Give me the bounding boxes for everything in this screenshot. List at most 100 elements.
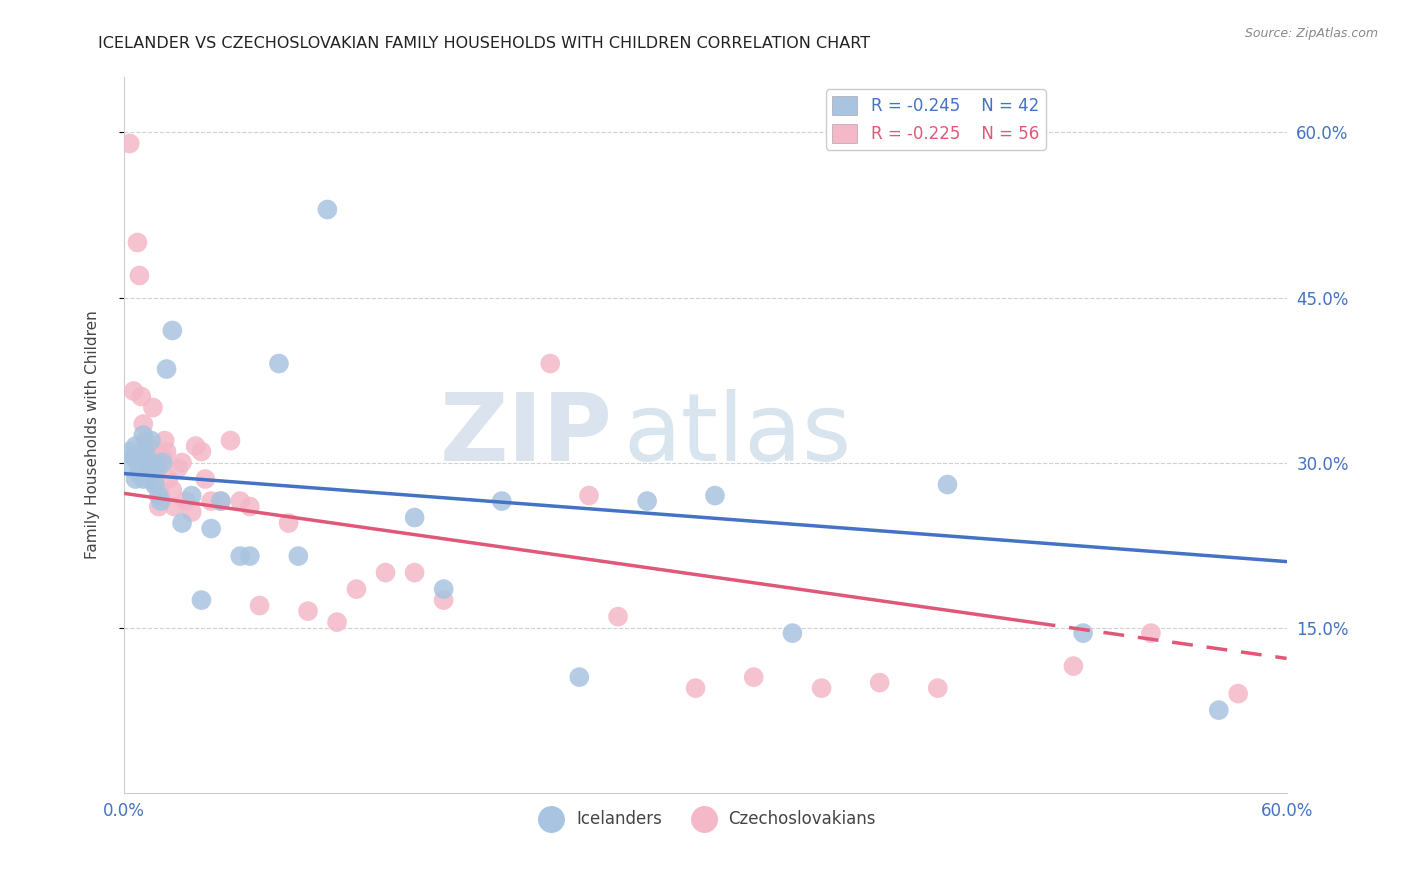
Point [139, 450, 162, 464]
Point [132, 417, 155, 431]
Point [143, 477, 166, 491]
Point [131, 390, 153, 404]
Point [155, 362, 177, 376]
Point [190, 444, 212, 458]
Point [162, 483, 184, 497]
Point [209, 494, 232, 508]
Point [190, 593, 212, 607]
Point [703, 489, 725, 503]
Point [118, 136, 141, 151]
Point [146, 461, 169, 475]
Point [433, 582, 456, 596]
Point [404, 566, 426, 580]
Point [1140, 626, 1163, 640]
Point [146, 450, 169, 464]
Point [124, 472, 146, 486]
Point [538, 357, 561, 371]
Point [782, 626, 804, 640]
Point [200, 522, 222, 536]
Point [636, 494, 658, 508]
Point [124, 450, 146, 464]
Legend: Icelanders, Czechoslovakians: Icelanders, Czechoslovakians [527, 803, 883, 834]
Text: atlas: atlas [624, 389, 852, 481]
Y-axis label: Family Households with Children: Family Households with Children [86, 310, 100, 559]
Point [239, 549, 262, 563]
Point [404, 510, 426, 524]
Point [297, 604, 319, 618]
Point [170, 516, 193, 530]
Point [277, 516, 299, 530]
Point [1208, 703, 1230, 717]
Point [138, 472, 160, 486]
Point [139, 434, 162, 448]
Point [132, 428, 155, 442]
Point [134, 444, 156, 458]
Text: ICELANDER VS CZECHOSLOVAKIAN FAMILY HOUSEHOLDS WITH CHILDREN CORRELATION CHART: ICELANDER VS CZECHOSLOVAKIAN FAMILY HOUS… [98, 36, 870, 51]
Point [163, 500, 186, 514]
Point [180, 489, 202, 503]
Point [194, 472, 217, 486]
Point [122, 450, 145, 464]
Point [127, 235, 149, 250]
Point [607, 609, 630, 624]
Text: Source: ZipAtlas.com: Source: ZipAtlas.com [1244, 27, 1378, 40]
Point [742, 670, 765, 684]
Point [148, 489, 170, 503]
Point [142, 444, 165, 458]
Point [128, 467, 150, 481]
Point [578, 489, 600, 503]
Point [128, 268, 150, 283]
Point [142, 401, 165, 415]
Point [180, 505, 202, 519]
Point [136, 439, 159, 453]
Point [162, 324, 184, 338]
Point [127, 456, 149, 470]
Point [122, 384, 145, 398]
Point [155, 444, 177, 458]
Point [153, 434, 176, 448]
Point [152, 456, 174, 470]
Point [1071, 626, 1094, 640]
Point [118, 444, 141, 458]
Point [927, 681, 949, 695]
Point [346, 582, 368, 596]
Point [1062, 659, 1084, 673]
Point [143, 461, 166, 475]
Point [810, 681, 832, 695]
Point [374, 566, 396, 580]
Point [132, 472, 155, 486]
Point [149, 489, 172, 503]
Point [229, 549, 252, 563]
Point [142, 456, 165, 470]
Point [229, 494, 252, 508]
Point [491, 494, 513, 508]
Point [138, 461, 160, 475]
Point [167, 461, 190, 475]
Point [131, 450, 153, 464]
Point [134, 434, 156, 448]
Point [869, 675, 891, 690]
Point [149, 494, 172, 508]
Point [1227, 687, 1250, 701]
Point [249, 599, 271, 613]
Point [157, 472, 180, 486]
Point [174, 494, 197, 508]
Point [184, 439, 207, 453]
Point [568, 670, 591, 684]
Point [152, 450, 174, 464]
Point [219, 434, 242, 448]
Point [121, 461, 143, 475]
Point [433, 593, 456, 607]
Point [124, 439, 146, 453]
Point [936, 477, 959, 491]
Point [209, 494, 232, 508]
Point [685, 681, 707, 695]
Point [200, 494, 222, 508]
Point [326, 615, 349, 629]
Point [287, 549, 309, 563]
Text: ZIP: ZIP [439, 389, 612, 481]
Point [136, 461, 159, 475]
Point [239, 500, 262, 514]
Point [148, 500, 170, 514]
Point [148, 461, 170, 475]
